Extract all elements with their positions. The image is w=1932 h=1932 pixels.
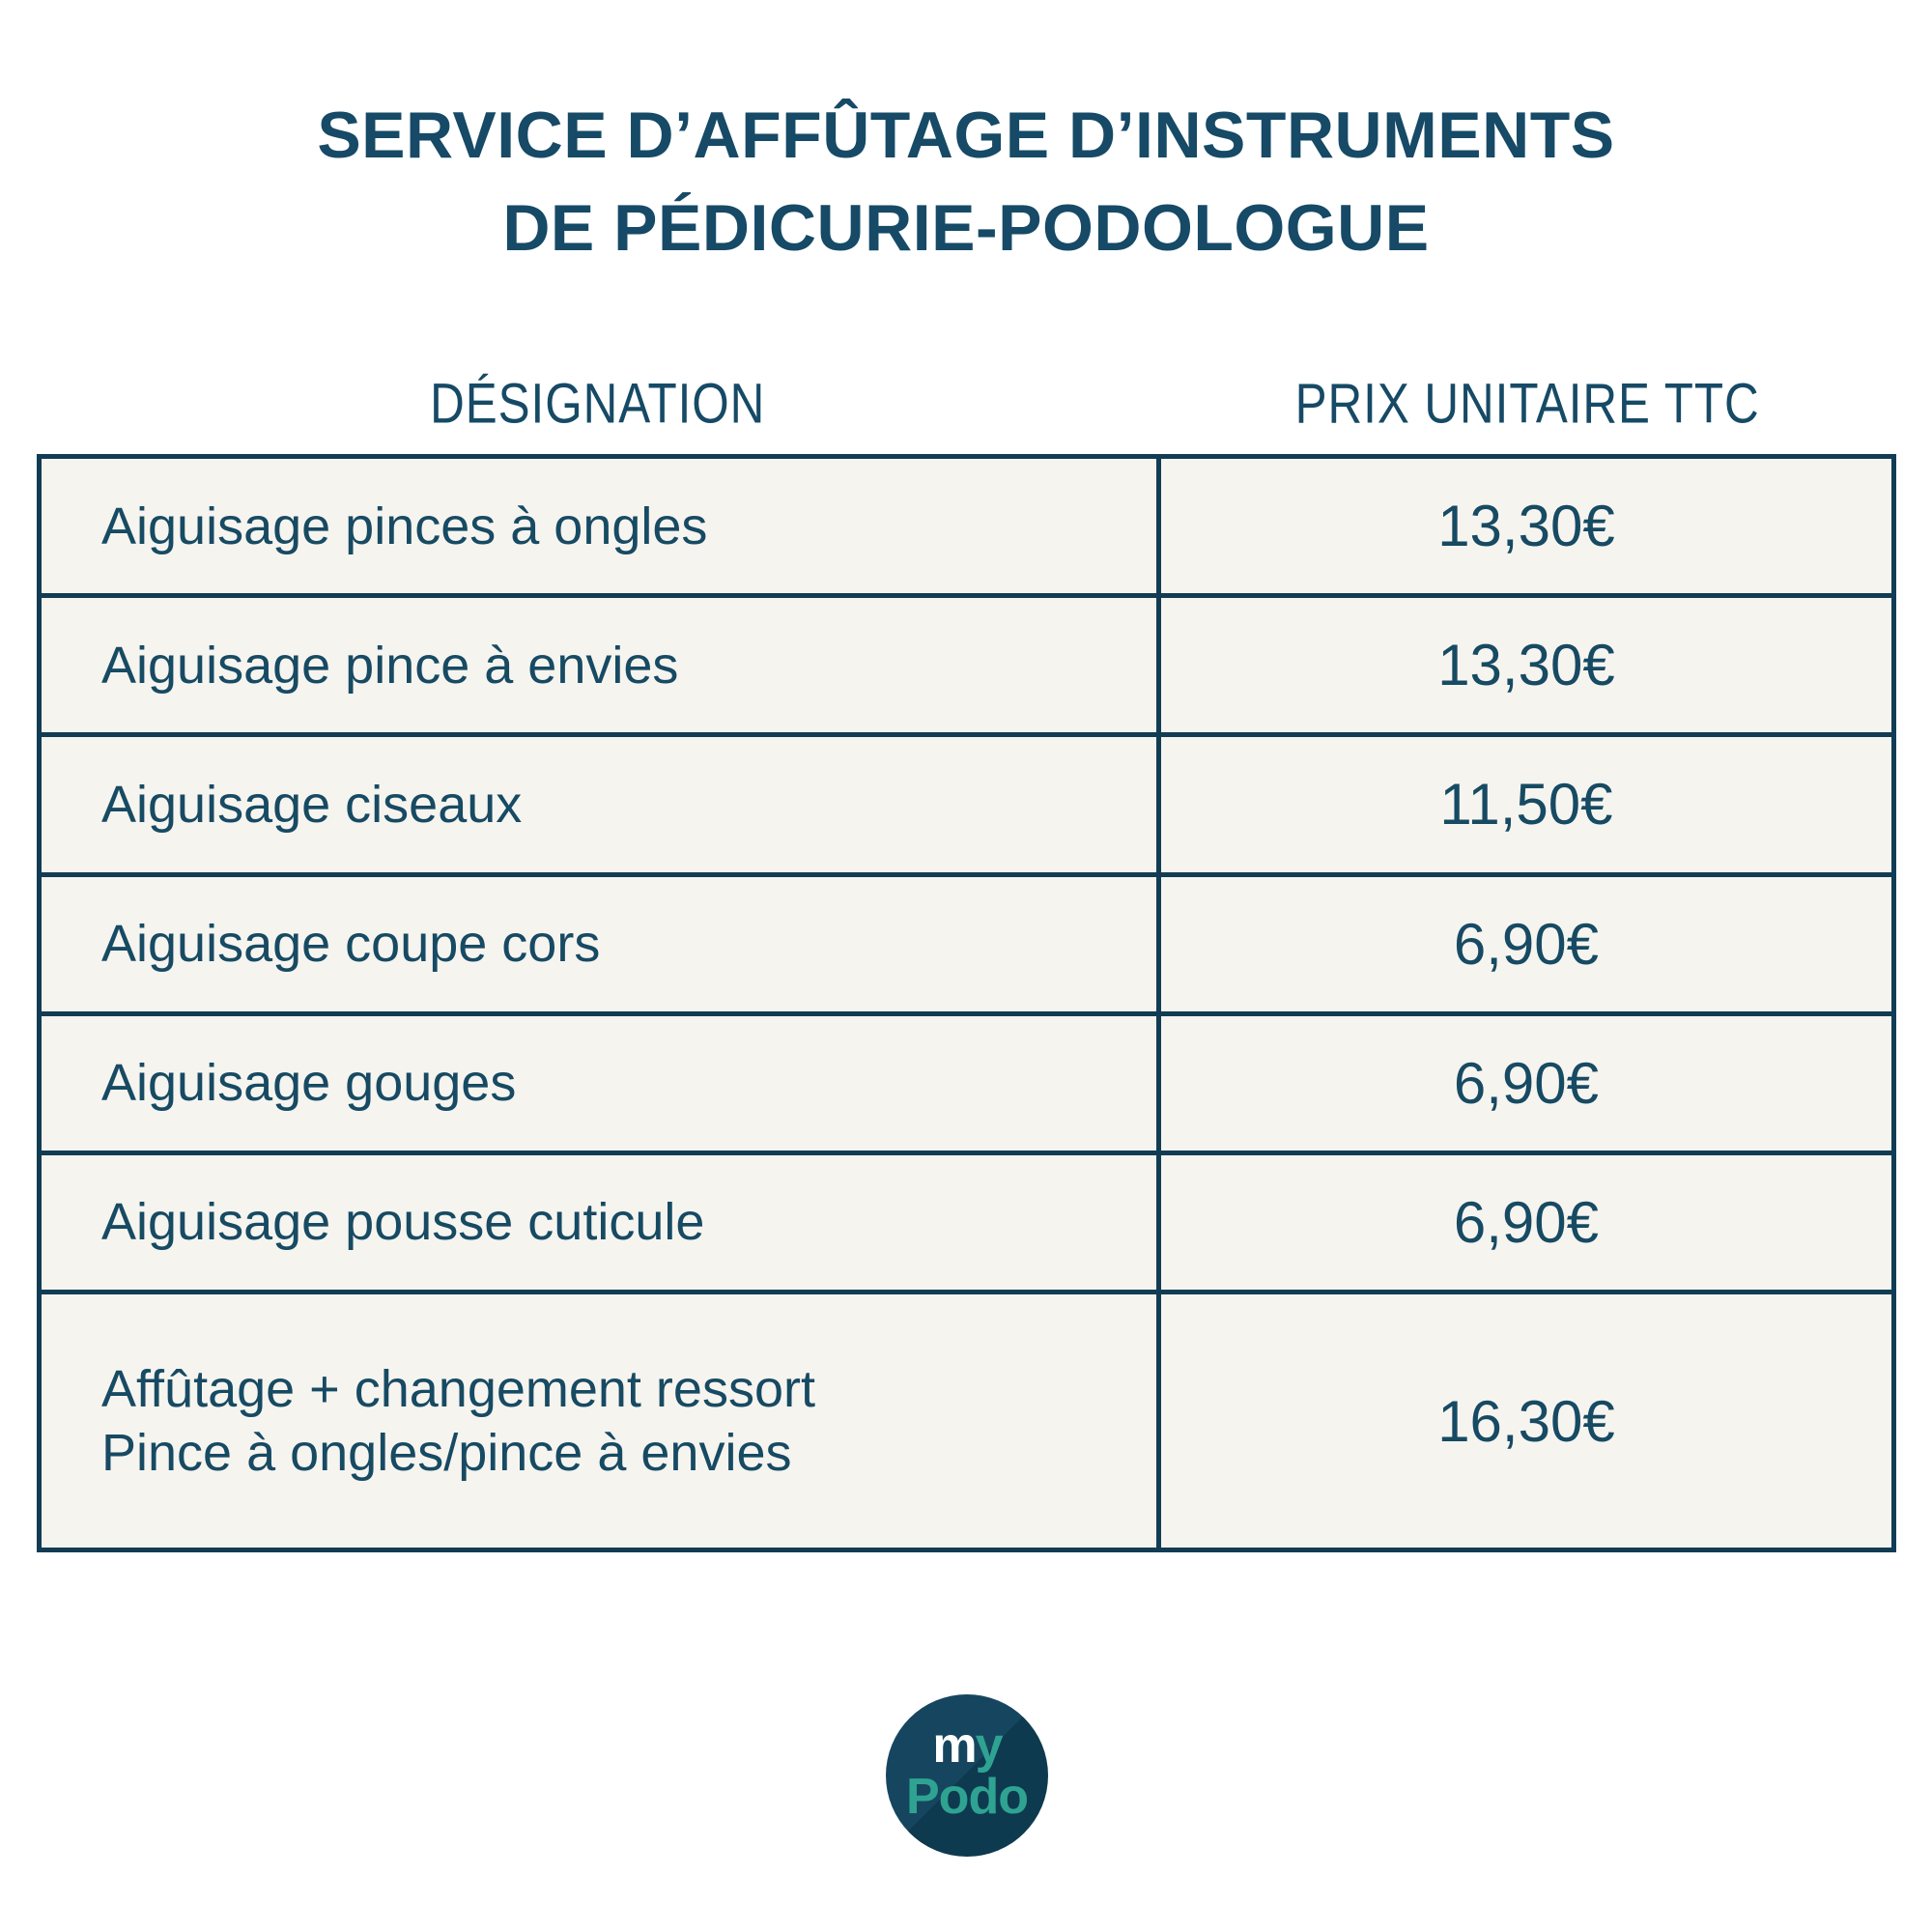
price-cell: 6,90€ bbox=[1155, 1010, 1897, 1155]
table-row: Aiguisage ciseaux 11,50€ bbox=[37, 732, 1897, 877]
price-text: 6,90€ bbox=[1453, 1050, 1600, 1116]
logo-letter-y: y bbox=[975, 1718, 1004, 1774]
designation-cell: Aiguisage pousse cuticule bbox=[37, 1150, 1161, 1295]
designation-text: Aiguisage pince à envies bbox=[101, 636, 679, 695]
table-row: Aiguisage pince à envies 13,30€ bbox=[37, 593, 1897, 738]
price-cell: 6,90€ bbox=[1155, 1150, 1897, 1295]
price-cell: 13,30€ bbox=[1155, 453, 1897, 599]
designation-text: Aiguisage gouges bbox=[101, 1054, 517, 1113]
table-row: Affûtage + changement ressort Pince à on… bbox=[37, 1290, 1897, 1552]
mypodo-logo: my Podo bbox=[886, 1694, 1048, 1857]
column-headers: DÉSIGNATION PRIX UNITAIRE TTC bbox=[37, 367, 1896, 446]
designation-cell: Aiguisage gouges bbox=[37, 1010, 1161, 1155]
designation-text: Aiguisage pinces à ongles bbox=[101, 497, 708, 555]
column-header-price-label: PRIX UNITAIRE TTC bbox=[1294, 372, 1760, 436]
price-text: 13,30€ bbox=[1437, 494, 1615, 559]
designation-cell: Affûtage + changement ressort Pince à on… bbox=[37, 1290, 1161, 1552]
price-text: 13,30€ bbox=[1437, 633, 1615, 698]
column-header-designation: DÉSIGNATION bbox=[37, 373, 1159, 446]
table-row: Aiguisage coupe cors 6,90€ bbox=[37, 871, 1897, 1016]
price-text: 11,50€ bbox=[1439, 772, 1613, 838]
price-cell: 16,30€ bbox=[1155, 1290, 1897, 1552]
column-header-price: PRIX UNITAIRE TTC bbox=[1159, 373, 1896, 446]
designation-cell: Aiguisage pince à envies bbox=[37, 593, 1161, 738]
price-cell: 11,50€ bbox=[1155, 732, 1897, 877]
designation-cell: Aiguisage pinces à ongles bbox=[37, 453, 1161, 599]
designation-cell: Aiguisage ciseaux bbox=[37, 732, 1161, 877]
price-text: 6,90€ bbox=[1453, 1189, 1600, 1255]
logo-text-podo: Podo bbox=[906, 1769, 1029, 1825]
page-title-line2: DE PÉDICURIE-PODOLOGUE bbox=[502, 191, 1430, 265]
designation-text: Aiguisage ciseaux bbox=[101, 775, 523, 834]
designation-text-line1: Affûtage + changement ressort bbox=[101, 1360, 815, 1419]
designation-cell: Aiguisage coupe cors bbox=[37, 871, 1161, 1016]
price-table: Aiguisage pinces à ongles 13,30€ Aiguisa… bbox=[37, 453, 1897, 1552]
price-cell: 6,90€ bbox=[1155, 871, 1897, 1016]
designation-text-line2: Pince à ongles/pince à envies bbox=[101, 1424, 792, 1483]
table-row: Aiguisage pinces à ongles 13,30€ bbox=[37, 453, 1897, 599]
logo-text-my: my bbox=[932, 1720, 1003, 1771]
price-text: 6,90€ bbox=[1453, 911, 1600, 977]
logo-letter-m: m bbox=[932, 1718, 977, 1774]
designation-text: Aiguisage coupe cors bbox=[101, 915, 601, 974]
designation-text: Aiguisage pousse cuticule bbox=[101, 1193, 705, 1252]
table-row: Aiguisage gouges 6,90€ bbox=[37, 1010, 1897, 1155]
column-header-designation-label: DÉSIGNATION bbox=[430, 372, 766, 436]
table-row: Aiguisage pousse cuticule 6,90€ bbox=[37, 1150, 1897, 1295]
page-title: SERVICE D’AFFÛTAGE D’INSTRUMENTS DE PÉDI… bbox=[0, 89, 1932, 274]
price-cell: 13,30€ bbox=[1155, 593, 1897, 738]
page-title-line1: SERVICE D’AFFÛTAGE D’INSTRUMENTS bbox=[317, 99, 1615, 172]
price-text: 16,30€ bbox=[1437, 1388, 1615, 1454]
